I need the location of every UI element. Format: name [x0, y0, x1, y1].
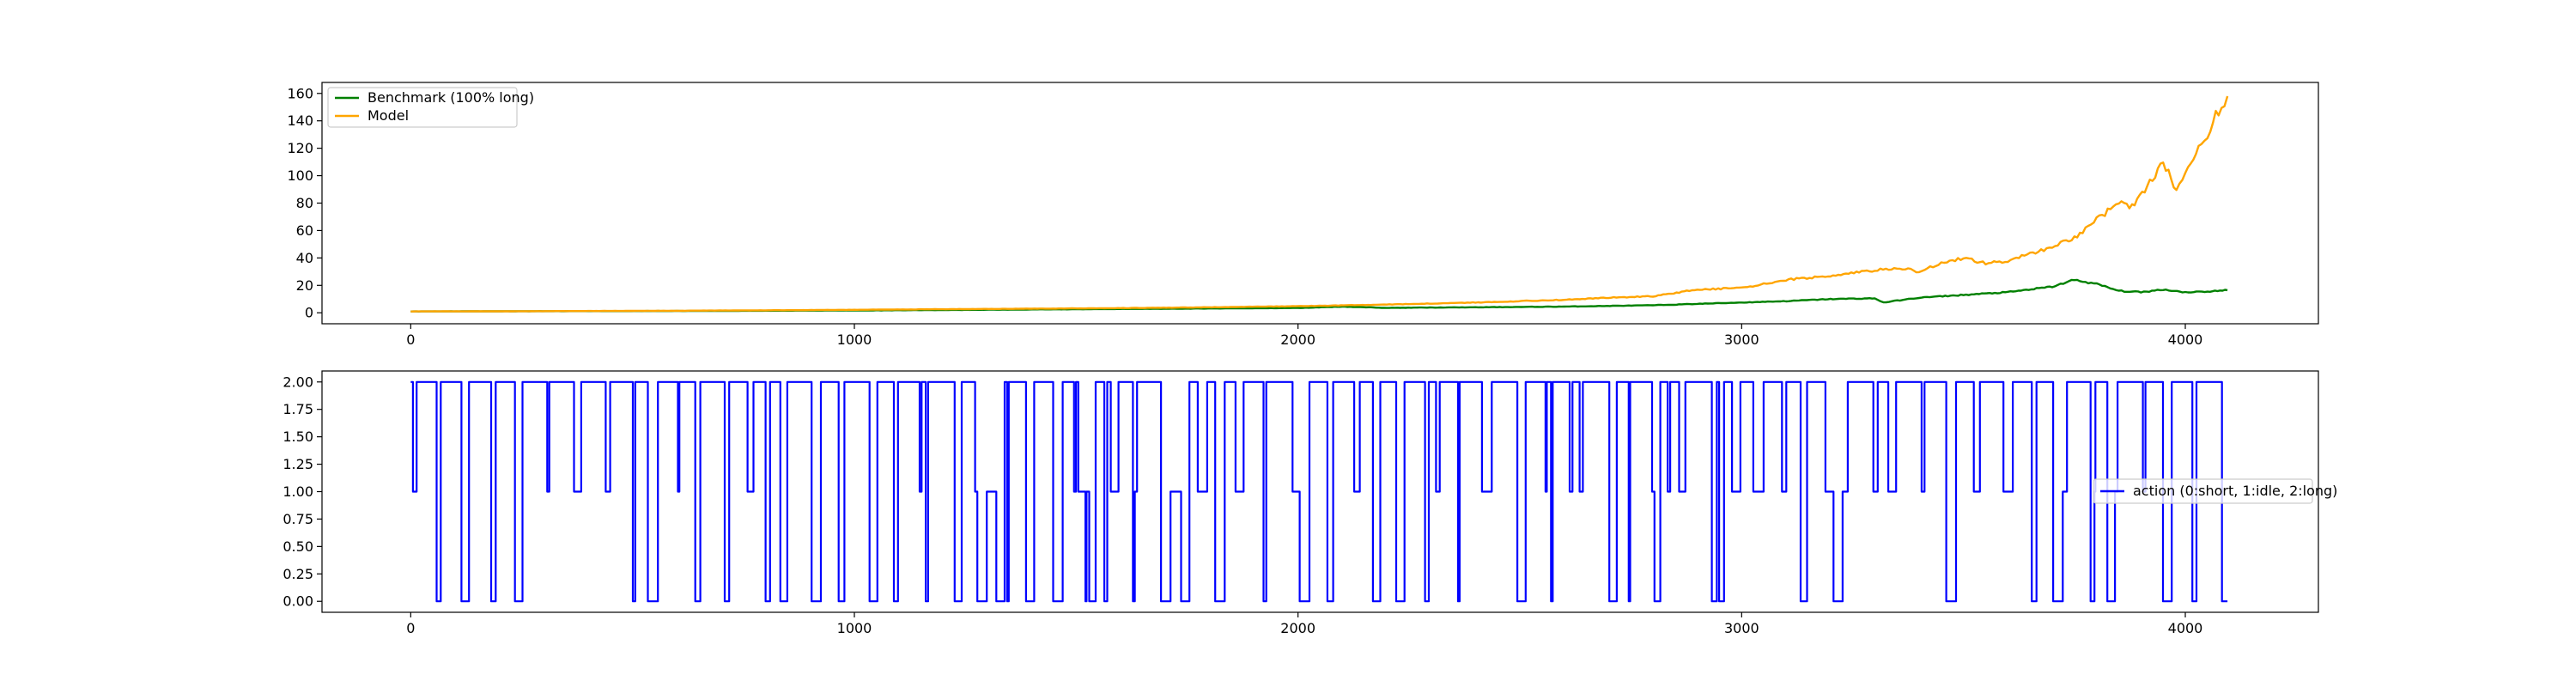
y-tick-label: 0.00: [283, 593, 313, 610]
legend-label-benchmark: Benchmark (100% long): [368, 89, 534, 106]
y-tick-label: 0: [305, 305, 313, 321]
legend-frame: [327, 87, 518, 128]
y-tick-label: 2.00: [283, 374, 313, 390]
y-tick-label: 160: [287, 85, 313, 101]
x-tick-label: 3000: [1724, 331, 1759, 348]
y-tick-label: 1.25: [283, 456, 313, 472]
legend: action (0:short, 1:idle, 2:long): [2093, 478, 2337, 504]
y-axis: 0.00 0.25 0.50 0.75 1.00 1.25 1.50 1.75 2.00: [283, 374, 322, 610]
y-tick-label: 1.50: [283, 429, 313, 445]
x-axis: 0 1000 2000 3000 4000: [406, 324, 2202, 348]
x-tick-label: 3000: [1724, 620, 1759, 636]
x-tick-label: 1000: [837, 620, 872, 636]
x-tick-label: 4000: [2168, 331, 2203, 348]
x-tick-label: 0: [406, 620, 415, 636]
legend: Benchmark (100% long) Model: [327, 87, 534, 128]
y-tick-label: 20: [296, 277, 313, 294]
series-lines: [410, 380, 2228, 603]
y-tick-label: 140: [287, 112, 313, 129]
y-tick-label: 1.00: [283, 483, 313, 500]
y-tick-label: 80: [296, 195, 313, 211]
legend-frame: [2093, 478, 2313, 504]
x-axis: 0 1000 2000 3000 4000: [406, 612, 2202, 636]
legend-label-model: Model: [368, 107, 409, 124]
x-tick-label: 2000: [1280, 620, 1315, 636]
x-tick-label: 0: [406, 331, 415, 348]
y-tick-label: 40: [296, 250, 313, 266]
legend-label-action: action (0:short, 1:idle, 2:long): [2133, 483, 2337, 499]
y-tick-label: 0.50: [283, 538, 313, 555]
action-chart: 0 1000 2000 3000 4000 0.00 0.25 0.50 0.75 1.00 1.…: [283, 370, 2337, 636]
x-tick-label: 1000: [837, 331, 872, 348]
benchmark-vs-model-chart: 0 1000 2000 3000 4000 020406080100120140160 …: [287, 82, 2319, 348]
y-tick-label: 0.75: [283, 511, 313, 527]
y-tick-label: 1.75: [283, 401, 313, 417]
y-tick-label: 100: [287, 167, 313, 184]
y-axis: 0 20 40 60 80 100 120 140 160: [287, 85, 322, 321]
y-tick-label: 0.25: [283, 566, 313, 582]
series-lines: [410, 95, 2229, 313]
y-tick-label: 60: [296, 222, 313, 239]
series-line-model: [410, 95, 2229, 313]
y-tick-label: 120: [287, 140, 313, 156]
series-line-action: [410, 380, 2228, 603]
x-tick-label: 2000: [1280, 331, 1315, 348]
x-tick-label: 4000: [2168, 620, 2203, 636]
